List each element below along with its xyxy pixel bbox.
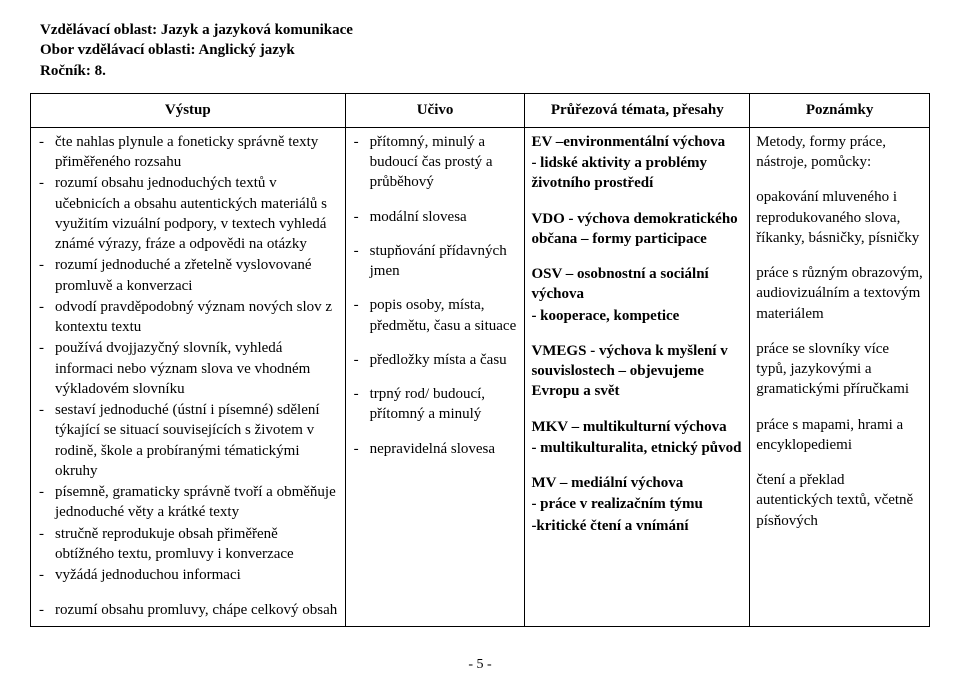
cell-vystup: čte nahlas plynule a foneticky správně t… <box>31 127 346 626</box>
note-line: čtení a překlad autentických textů, včet… <box>756 470 923 531</box>
cell-ucivo: přítomný, minulý a budoucí čas prostý a … <box>345 127 525 626</box>
list-item: nepravidelná slovesa <box>352 439 519 459</box>
topic-sub: - lidské aktivity a problémy životního p… <box>531 153 743 194</box>
table-row: čte nahlas plynule a foneticky správně t… <box>31 127 930 626</box>
list-item: rozumí obsahu promluvy, chápe celkový ob… <box>37 600 339 620</box>
header-line-2: Obor vzdělávací oblasti: Anglický jazyk <box>40 40 930 60</box>
table-header-row: Výstup Učivo Průřezová témata, přesahy P… <box>31 93 930 127</box>
ucivo-list: přítomný, minulý a budoucí čas prostý a … <box>352 132 519 459</box>
topic-sub: -kritické čtení a vnímání <box>531 516 743 536</box>
page-number: - 5 - <box>30 657 930 673</box>
topic-title: VMEGS - výchova k myšlení v souvislostec… <box>531 341 743 402</box>
note-line: práce se slovníky více typů, jazykovými … <box>756 339 923 400</box>
cell-prurezova: EV –environmentální výchova - lidské akt… <box>525 127 750 626</box>
list-item: rozumí jednoduché a zřetelně vyslovované… <box>37 255 339 296</box>
topic-title: MV – mediální výchova <box>531 473 743 493</box>
document-header: Vzdělávací oblast: Jazyk a jazyková komu… <box>40 20 930 81</box>
list-item: předložky místa a času <box>352 350 519 370</box>
topic-title: MKV – multikulturní výchova <box>531 417 743 437</box>
list-item: popis osoby, místa, předmětu, času a sit… <box>352 295 519 336</box>
topic-sub: - multikulturalita, etnický původ <box>531 438 743 458</box>
col-header-prurezova: Průřezová témata, přesahy <box>525 93 750 127</box>
topic-title: EV –environmentální výchova <box>531 132 743 152</box>
topic-title: OSV – osobnostní a sociální výchova <box>531 264 743 305</box>
list-item: stupňování přídavných jmen <box>352 241 519 282</box>
list-item: písemně, gramaticky správně tvoří a obmě… <box>37 482 339 523</box>
note-line: práce s mapami, hrami a encyklopediemi <box>756 415 923 456</box>
list-item: odvodí pravděpodobný význam nových slov … <box>37 297 339 338</box>
col-header-vystup: Výstup <box>31 93 346 127</box>
note-line: práce s různým obrazovým, audiovizuálním… <box>756 263 923 324</box>
cell-poznamky: Metody, formy práce, nástroje, pomůcky: … <box>750 127 930 626</box>
topic-title: VDO - výchova demokratického občana – fo… <box>531 209 743 250</box>
note-line: opakování mluveného i reprodukovaného sl… <box>756 187 923 248</box>
list-item: přítomný, minulý a budoucí čas prostý a … <box>352 132 519 193</box>
list-item: vyžádá jednoduchou informaci <box>37 565 339 585</box>
list-item: modální slovesa <box>352 207 519 227</box>
list-item: čte nahlas plynule a foneticky správně t… <box>37 132 339 173</box>
topic-sub: - kooperace, kompetice <box>531 306 743 326</box>
list-item: používá dvojjazyčný slovník, vyhledá inf… <box>37 338 339 399</box>
list-item: sestaví jednoduché (ústní i písemné) sdě… <box>37 400 339 481</box>
curriculum-table: Výstup Učivo Průřezová témata, přesahy P… <box>30 93 930 627</box>
note-line: Metody, formy práce, nástroje, pomůcky: <box>756 132 923 173</box>
vystup-list-2: rozumí obsahu promluvy, chápe celkový ob… <box>37 600 339 620</box>
topic-sub: - práce v realizačním týmu <box>531 494 743 514</box>
col-header-poznamky: Poznámky <box>750 93 930 127</box>
vystup-list: čte nahlas plynule a foneticky správně t… <box>37 132 339 586</box>
list-item: rozumí obsahu jednoduchých textů v učebn… <box>37 173 339 254</box>
list-item: stručně reprodukuje obsah přiměřeně obtí… <box>37 524 339 565</box>
header-line-1: Vzdělávací oblast: Jazyk a jazyková komu… <box>40 20 930 40</box>
header-line-3: Ročník: 8. <box>40 61 930 81</box>
col-header-ucivo: Učivo <box>345 93 525 127</box>
list-item: trpný rod/ budoucí, přítomný a minulý <box>352 384 519 425</box>
